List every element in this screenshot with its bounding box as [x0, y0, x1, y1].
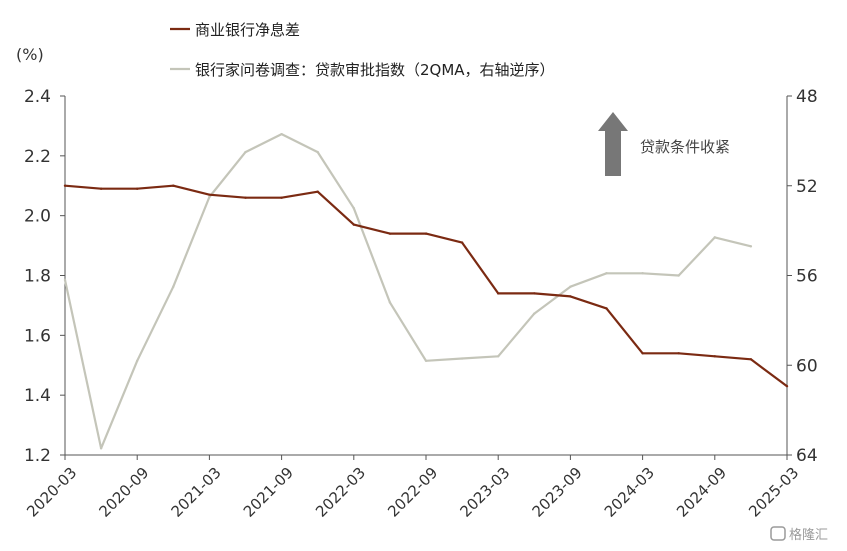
data-point-approval [460, 357, 464, 360]
data-point-nim [713, 355, 716, 358]
data-point-nim [352, 223, 355, 226]
data-point-nim [208, 193, 211, 196]
data-point-approval [352, 206, 355, 210]
x-tick-label: 2020-09 [95, 464, 152, 521]
data-point-approval [316, 150, 319, 154]
x-tick-label: 2022-03 [312, 464, 369, 521]
data-point-nim [63, 184, 67, 187]
data-point-nim [569, 295, 572, 298]
data-point-nim [785, 384, 789, 388]
data-point-approval [749, 245, 753, 248]
left-tick-label: 1.4 [24, 386, 51, 406]
x-tick-label: 2021-03 [168, 464, 225, 521]
legend-label-net-interest-margin: 商业银行净息差 [195, 21, 300, 39]
left-axis-ticks: 1.2 1.4 1.6 1.8 2.0 2.2 2.4 [24, 87, 65, 466]
legend: 商业银行净息差 银行家问卷调查：贷款审批指数（2QMA，右轴逆序） [170, 21, 555, 79]
data-point-approval [641, 272, 644, 275]
data-point-nim [136, 187, 139, 190]
series-line-loan-approval-index [63, 133, 752, 450]
tightening-annotation: 贷款条件收紧 [598, 112, 730, 176]
left-tick-label: 1.2 [24, 446, 51, 466]
data-point-approval [497, 355, 500, 358]
left-tick-label: 2.4 [24, 87, 51, 107]
annotation-label: 贷款条件收紧 [640, 138, 730, 156]
data-point-nim [749, 358, 753, 361]
left-axis-unit: (%) [16, 45, 44, 64]
data-point-nim [316, 190, 319, 193]
data-point-nim [677, 352, 680, 355]
data-point-approval [388, 301, 392, 304]
x-tick-label: 2025-03 [745, 464, 802, 521]
data-point-approval [713, 236, 716, 239]
up-arrow-icon [598, 112, 628, 176]
watermark: 格隆汇 [770, 526, 828, 543]
x-tick-label: 2023-09 [529, 464, 586, 521]
data-point-approval [424, 359, 428, 362]
x-tick-label: 2021-09 [240, 464, 297, 521]
right-tick-label: 48 [796, 87, 818, 107]
right-tick-label: 52 [796, 177, 818, 197]
data-point-approval [63, 278, 67, 282]
left-tick-label: 1.6 [24, 326, 51, 346]
x-axis-ticks: 2020-03 2020-09 2021-03 2021-09 2022-03 2022-… [23, 455, 802, 521]
left-tick-label: 2.0 [24, 207, 51, 227]
x-tick-label: 2023-03 [456, 464, 513, 521]
x-tick-label: 2024-09 [673, 464, 730, 521]
x-tick-label: 2020-03 [23, 464, 80, 521]
data-point-approval [569, 285, 572, 288]
data-point-nim [533, 292, 536, 295]
x-tick-label: 2022-09 [384, 464, 441, 521]
data-point-approval [605, 272, 608, 275]
legend-label-loan-approval-index: 银行家问卷调查：贷款审批指数（2QMA，右轴逆序） [195, 61, 555, 79]
data-point-approval [677, 274, 680, 277]
right-tick-label: 64 [796, 446, 818, 466]
data-point-approval [280, 132, 283, 136]
data-point-approval [99, 447, 103, 450]
data-point-approval [208, 195, 211, 199]
left-tick-label: 2.2 [24, 147, 51, 167]
x-tick-label: 2024-03 [601, 464, 658, 521]
watermark-text: 格隆汇 [789, 527, 828, 543]
data-point-approval [533, 312, 536, 315]
watermark-logo-icon [770, 526, 786, 541]
data-point-nim [497, 292, 500, 295]
data-point-approval [136, 359, 139, 362]
data-point-nim [99, 187, 103, 190]
data-point-nim [641, 352, 644, 355]
data-point-nim [424, 232, 428, 235]
data-point-nim [280, 196, 283, 199]
data-point-nim [460, 241, 464, 244]
data-point-nim [244, 196, 247, 199]
right-tick-label: 56 [796, 267, 818, 287]
left-tick-label: 1.8 [24, 267, 51, 287]
data-point-nim [388, 232, 392, 235]
right-axis-ticks: 48 52 56 60 64 [787, 87, 818, 466]
data-point-approval [244, 150, 247, 154]
right-tick-label: 60 [796, 356, 818, 376]
data-point-nim [605, 307, 608, 310]
data-point-approval [172, 285, 175, 288]
data-points [63, 132, 789, 450]
data-point-nim [172, 184, 175, 187]
